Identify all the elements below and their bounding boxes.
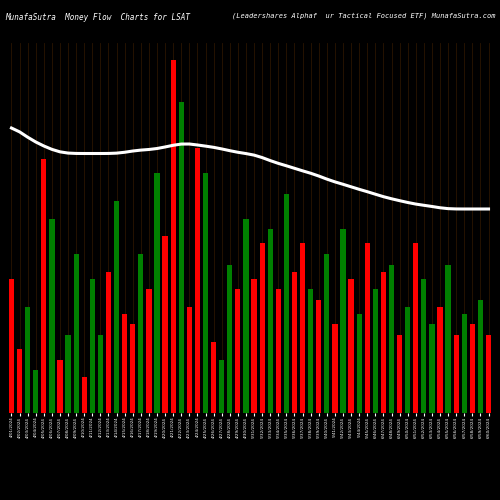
Bar xyxy=(17,349,22,412)
Bar xyxy=(252,278,256,412)
Bar xyxy=(50,218,54,412)
Bar xyxy=(82,378,87,412)
Bar xyxy=(446,264,450,412)
Bar xyxy=(470,324,475,412)
Bar xyxy=(130,324,136,412)
Bar xyxy=(244,218,248,412)
Bar xyxy=(114,201,119,412)
Bar xyxy=(170,60,176,412)
Bar xyxy=(430,324,434,412)
Bar xyxy=(186,307,192,412)
Bar xyxy=(74,254,79,412)
Bar xyxy=(284,194,289,412)
Bar xyxy=(260,244,265,412)
Bar xyxy=(381,272,386,412)
Bar xyxy=(397,335,402,412)
Bar xyxy=(372,289,378,412)
Bar xyxy=(211,342,216,412)
Bar xyxy=(364,244,370,412)
Bar xyxy=(438,307,442,412)
Bar xyxy=(25,307,30,412)
Bar xyxy=(203,173,208,412)
Bar xyxy=(98,335,103,412)
Bar xyxy=(90,278,95,412)
Bar xyxy=(389,264,394,412)
Bar xyxy=(300,244,305,412)
Bar xyxy=(219,360,224,412)
Bar xyxy=(405,307,410,412)
Bar xyxy=(66,335,70,412)
Bar xyxy=(478,300,483,412)
Bar xyxy=(41,159,46,412)
Bar xyxy=(268,230,273,412)
Bar xyxy=(178,102,184,412)
Bar xyxy=(235,289,240,412)
Bar xyxy=(486,335,491,412)
Bar xyxy=(162,236,168,412)
Bar xyxy=(276,289,281,412)
Bar xyxy=(324,254,330,412)
Text: MunafaSutra  Money Flow  Charts for LSAT: MunafaSutra Money Flow Charts for LSAT xyxy=(5,12,190,22)
Bar xyxy=(227,264,232,412)
Bar xyxy=(138,254,143,412)
Bar xyxy=(421,278,426,412)
Bar xyxy=(413,244,418,412)
Bar xyxy=(348,278,354,412)
Bar xyxy=(146,289,152,412)
Bar xyxy=(356,314,362,412)
Bar xyxy=(454,335,459,412)
Bar xyxy=(122,314,128,412)
Bar xyxy=(332,324,338,412)
Bar xyxy=(462,314,467,412)
Bar xyxy=(106,272,111,412)
Bar xyxy=(292,272,297,412)
Bar xyxy=(316,300,322,412)
Bar xyxy=(154,173,160,412)
Bar xyxy=(340,230,345,412)
Bar xyxy=(58,360,62,412)
Bar xyxy=(33,370,38,412)
Bar xyxy=(308,289,314,412)
Text: (Leadershares Alphaf  ur Tactical Focused ETF) MunafaSutra.com: (Leadershares Alphaf ur Tactical Focused… xyxy=(232,12,495,19)
Bar xyxy=(195,148,200,412)
Bar xyxy=(9,278,14,412)
